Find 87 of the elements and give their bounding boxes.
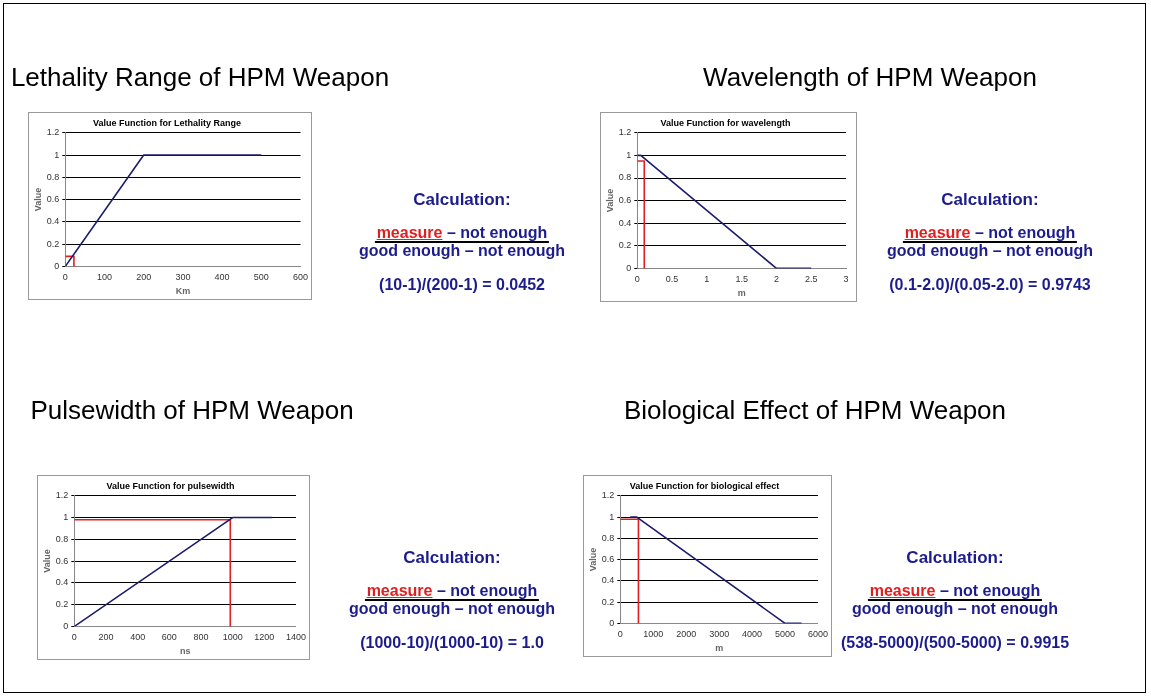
y-tick-label: 0: [63, 620, 69, 631]
y-tick-label: 0.6: [55, 555, 69, 566]
chart-subtitle: Value Function for Lethality Range: [92, 117, 242, 128]
x-axis-title: Km: [175, 286, 191, 297]
text: (538-5000)/(500-5000) = 0.9915: [840, 634, 1070, 652]
text: measure – not enough: [902, 224, 1078, 243]
x-tick-label: 0: [71, 632, 77, 643]
y-tick-label: 0.6: [601, 554, 615, 565]
text: good enough – not enough: [348, 600, 556, 618]
x-tick-label: 6000: [807, 629, 828, 640]
text: Calculation:: [905, 548, 1005, 568]
x-tick-label: 1000: [222, 632, 243, 643]
y-tick-label: 1.2: [46, 127, 60, 138]
y-axis-title: Value: [587, 547, 598, 572]
x-tick-label: 2: [773, 274, 779, 285]
y-tick-label: 0: [626, 262, 632, 273]
x-tick-label: 600: [161, 632, 177, 643]
y-tick-label: 0.4: [55, 577, 69, 588]
y-tick-label: 0: [609, 617, 615, 628]
y-tick-label: 1.2: [55, 490, 69, 501]
x-tick-label: 1400: [285, 632, 306, 643]
x-tick-label: 1000: [643, 629, 664, 640]
x-tick-label: 300: [175, 272, 191, 283]
text: Calculation:: [402, 548, 502, 568]
y-tick-label: 0.4: [618, 217, 632, 228]
x-tick-label: 3: [843, 274, 849, 285]
y-tick-label: 0.2: [55, 599, 69, 610]
x-tick-label: 1200: [254, 632, 275, 643]
y-tick-label: 1: [609, 511, 615, 522]
y-tick-label: 1.2: [601, 490, 615, 501]
y-tick-label: 0.2: [46, 238, 60, 249]
chart-title: Wavelength of HPM Weapon: [703, 62, 1037, 93]
y-tick-label: 0.6: [618, 195, 632, 206]
x-tick-label: 5000: [775, 629, 796, 640]
y-axis-title: Value: [41, 549, 52, 573]
y-tick-label: 0.4: [46, 216, 60, 227]
y-tick-label: 0.8: [46, 171, 60, 182]
x-tick-label: 100: [96, 272, 113, 283]
chart-subtitle: Value Function for pulsewidth: [106, 480, 235, 491]
y-tick-label: 0.8: [55, 533, 69, 544]
x-tick-label: 400: [130, 632, 146, 643]
x-tick-label: 1: [704, 274, 710, 285]
y-tick-label: 0.2: [601, 596, 615, 607]
x-tick-label: 500: [253, 272, 269, 283]
x-axis-title: ns: [179, 646, 191, 657]
text: good enough – not enough: [850, 600, 1060, 618]
x-axis-title: m: [737, 288, 746, 299]
text: (1000-10)/(1000-10) = 1.0: [359, 634, 545, 652]
chart-title: Lethality Range of HPM Weapon: [10, 62, 390, 93]
chart-subtitle: Value Function for biological effect: [629, 480, 780, 491]
x-tick-label: 2000: [676, 629, 697, 640]
x-tick-label: 2.5: [804, 274, 818, 285]
y-tick-label: 0.8: [618, 172, 632, 183]
y-axis-title: Value: [32, 187, 43, 212]
y-tick-label: 0: [54, 260, 60, 271]
text: (0.1-2.0)/(0.05-2.0) = 0.9743: [888, 276, 1092, 294]
chart-title: Biological Effect of HPM Weapon: [623, 395, 1007, 426]
x-tick-label: 4000: [742, 629, 763, 640]
text: measure – not enough: [867, 582, 1043, 601]
x-tick-label: 200: [136, 272, 152, 283]
y-tick-label: 1.2: [618, 127, 632, 138]
x-tick-label: 600: [292, 272, 309, 283]
y-tick-label: 1: [63, 512, 69, 523]
text: Calculation:: [940, 190, 1040, 210]
text: good enough – not enough: [886, 242, 1094, 260]
x-tick-label: 400: [214, 272, 230, 283]
chart-title: Pulsewidth of HPM Weapon: [30, 395, 354, 426]
text: good enough – not enough: [358, 242, 566, 260]
x-tick-label: 3000: [709, 629, 730, 640]
x-axis-title: m: [715, 643, 724, 654]
x-tick-label: 800: [193, 632, 209, 643]
y-tick-label: 0.8: [601, 532, 615, 543]
text: measure – not enough: [364, 582, 540, 601]
y-tick-label: 1: [54, 149, 60, 160]
x-tick-label: 0: [634, 274, 640, 285]
y-tick-label: 1: [626, 149, 632, 160]
text: (10-1)/(200-1) = 0.0452: [378, 276, 546, 294]
y-tick-label: 0.2: [618, 240, 632, 251]
text: Calculation:: [412, 190, 512, 210]
chart-subtitle: Value Function for wavelength: [660, 117, 791, 128]
y-tick-label: 0.6: [46, 194, 60, 205]
y-axis-title: Value: [604, 188, 615, 213]
x-tick-label: 1.5: [735, 274, 748, 285]
text: measure – not enough: [374, 224, 550, 243]
x-tick-label: 200: [98, 632, 114, 643]
y-tick-label: 0.4: [601, 575, 615, 586]
x-tick-label: 0.5: [665, 274, 679, 285]
